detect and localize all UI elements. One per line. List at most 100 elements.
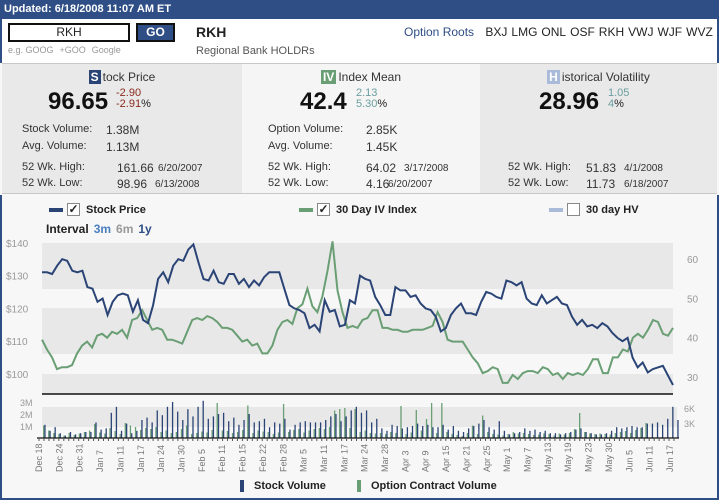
option-root-link[interactable]: VWJ: [628, 25, 654, 39]
legend-label: Stock Volume: [254, 480, 326, 492]
option-volume-bar: [196, 433, 198, 438]
option-root-link[interactable]: WVZ: [686, 25, 713, 39]
option-volume-bar: [191, 434, 193, 438]
stock-volume-bar: [488, 427, 490, 438]
option-volume-bar: [94, 424, 96, 438]
interval-6m[interactable]: 6m: [116, 222, 134, 236]
legend-iv-index[interactable]: ✓ 30 Day IV Index: [299, 203, 417, 216]
option-volume-bar: [430, 403, 433, 438]
option-volume-bar: [425, 419, 428, 438]
value: 98.96: [117, 177, 148, 191]
x-tick-label: Mar 11: [319, 445, 329, 472]
option-volume-bar: [145, 428, 147, 438]
option-root-link[interactable]: BXJ: [485, 25, 508, 39]
option-volume-bar: [589, 433, 591, 438]
x-tick-label: Apr 25: [482, 445, 492, 472]
stock-checkbox[interactable]: ✓: [67, 202, 80, 216]
value: 1.45K: [366, 140, 398, 154]
stock-volume-bar: [187, 409, 189, 438]
date: 6/18/2007: [624, 179, 669, 190]
stock-volume-bar: [197, 406, 199, 438]
stock-volume-swatch: [240, 480, 244, 492]
option-volume-bar: [247, 405, 249, 438]
option-volume-bar: [165, 430, 167, 438]
x-tick-label: May 7: [523, 447, 533, 472]
stock-volume-bar: [69, 432, 72, 438]
label: Stock Volume:: [22, 123, 93, 135]
option-volume-bar: [374, 433, 377, 438]
option-volume-bar: [635, 430, 637, 438]
stock-change-value: -2.90: [116, 87, 142, 99]
stock-volume-bar: [631, 426, 633, 438]
stock-volume-bar: [202, 400, 204, 438]
x-tick-label: Mar 28: [380, 444, 390, 472]
y-tick-left: $110: [6, 337, 28, 348]
legend-hv[interactable]: 30 day HV: [549, 203, 639, 216]
option-volume-bar: [543, 433, 545, 438]
value: 11.73: [586, 177, 616, 191]
symbol-input[interactable]: RKH: [8, 23, 130, 42]
interval-1y[interactable]: 1y: [138, 222, 152, 236]
search-hint: e.g. GOOG +GOO Google: [8, 45, 127, 55]
iv-checkbox[interactable]: ✓: [317, 202, 330, 216]
x-tick-label: Mar 24: [360, 444, 370, 472]
option-volume-bar: [180, 429, 183, 438]
stock-volume-bar: [406, 427, 409, 438]
stock-volume-bar: [478, 423, 480, 438]
option-volume-bar: [446, 432, 448, 438]
option-root-link[interactable]: RKH: [598, 25, 625, 39]
option-volume-bar: [497, 434, 499, 438]
stock-volume-bar: [656, 422, 659, 438]
stock-volume-bar: [432, 427, 434, 438]
go-button[interactable]: GO: [136, 23, 175, 42]
option-volume-bar: [170, 433, 172, 438]
stock-volume-bar: [534, 429, 536, 438]
option-volume-bar: [548, 434, 550, 438]
stock-volume-bar: [85, 432, 87, 438]
stock-volume-bar: [575, 429, 577, 438]
iv-value: 42.4: [300, 88, 347, 115]
option-root-link[interactable]: ONL: [541, 25, 567, 39]
x-tick-label: May 13: [543, 442, 553, 472]
option-volume-bar: [114, 431, 116, 438]
option-volume-bar: [129, 425, 132, 438]
option-volume-bar: [379, 433, 382, 438]
option-volume-bar: [257, 430, 259, 438]
interval-3m[interactable]: 3m: [93, 222, 112, 236]
option-volume-bar: [323, 429, 326, 438]
option-volume-bar: [175, 432, 178, 438]
stock-volume-bar: [304, 421, 306, 438]
iv-swatch: [299, 207, 313, 212]
legend-stock-price[interactable]: ✓ Stock Price: [49, 203, 146, 216]
option-volume-bar: [313, 429, 315, 438]
stock-volume-bar: [115, 406, 118, 438]
option-volume-bar: [252, 433, 254, 438]
option-root-link[interactable]: OSF: [570, 25, 595, 39]
stock-volume-bar: [258, 421, 261, 438]
stock-volume-bar: [503, 430, 506, 438]
option-volume-bar: [558, 433, 560, 438]
x-tick-label: Jan 24: [156, 445, 166, 472]
stock-volume-bar: [554, 433, 557, 438]
x-tick-label: Apr 3: [400, 450, 410, 472]
option-root-link[interactable]: WJF: [657, 25, 683, 39]
stock-volume-bar: [95, 422, 97, 438]
hv-checkbox[interactable]: [567, 203, 580, 216]
x-tick-label: Jun 11: [645, 446, 655, 472]
stock-volume-bar: [360, 412, 363, 438]
option-root-link[interactable]: LMG: [511, 25, 538, 39]
option-volume-bar: [568, 433, 571, 438]
stock-volume-bar: [493, 429, 495, 438]
stock-volume-bar: [422, 426, 424, 438]
stock-volume-bar: [365, 410, 368, 438]
stock-volume-bar: [330, 416, 332, 438]
stock-volume-bar: [590, 433, 592, 438]
hv-value: 28.96: [539, 88, 600, 115]
option-volume-bar: [624, 431, 627, 438]
option-volume-bar: [527, 434, 530, 438]
option-volume-bar: [405, 434, 407, 438]
pct-sign: %: [377, 98, 388, 110]
hv-change-pct: 4: [608, 98, 615, 110]
x-tick-label: Jun 5: [624, 450, 634, 472]
stock-volume-bar: [299, 422, 301, 438]
